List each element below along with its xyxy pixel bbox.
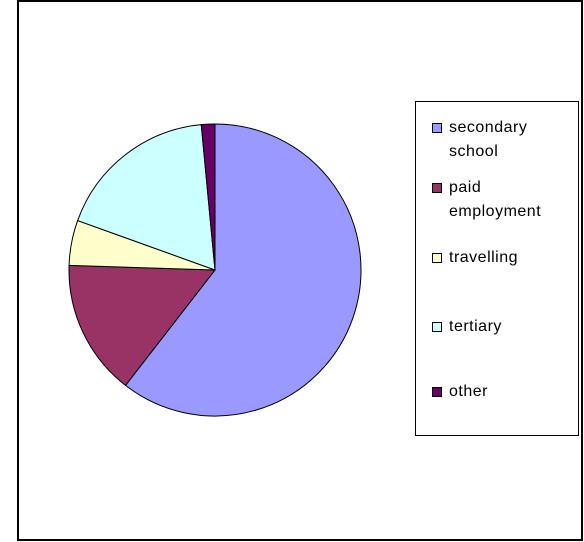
legend-label-travelling: travelling <box>449 249 519 266</box>
legend-swatch-other <box>432 387 442 397</box>
pie-slice-tertiary <box>76 124 216 271</box>
legend-label-other: other <box>449 383 488 400</box>
legend-label-tertiary: tertiary <box>449 318 502 335</box>
pie-slice-paid-employment <box>68 264 216 387</box>
chart-legend: secondary school paid employment travell… <box>415 101 579 436</box>
legend-label-secondary-school: secondary school <box>449 119 528 160</box>
legend-swatch-tertiary <box>432 322 442 332</box>
pie-slice-secondary-school <box>124 123 362 417</box>
legend-swatch-secondary-school <box>432 123 442 133</box>
legend-swatch-travelling <box>432 253 442 263</box>
legend-swatch-paid-employment <box>432 183 442 193</box>
pie-slice-other <box>200 123 216 271</box>
legend-label-paid-employment: paid employment <box>449 179 542 220</box>
